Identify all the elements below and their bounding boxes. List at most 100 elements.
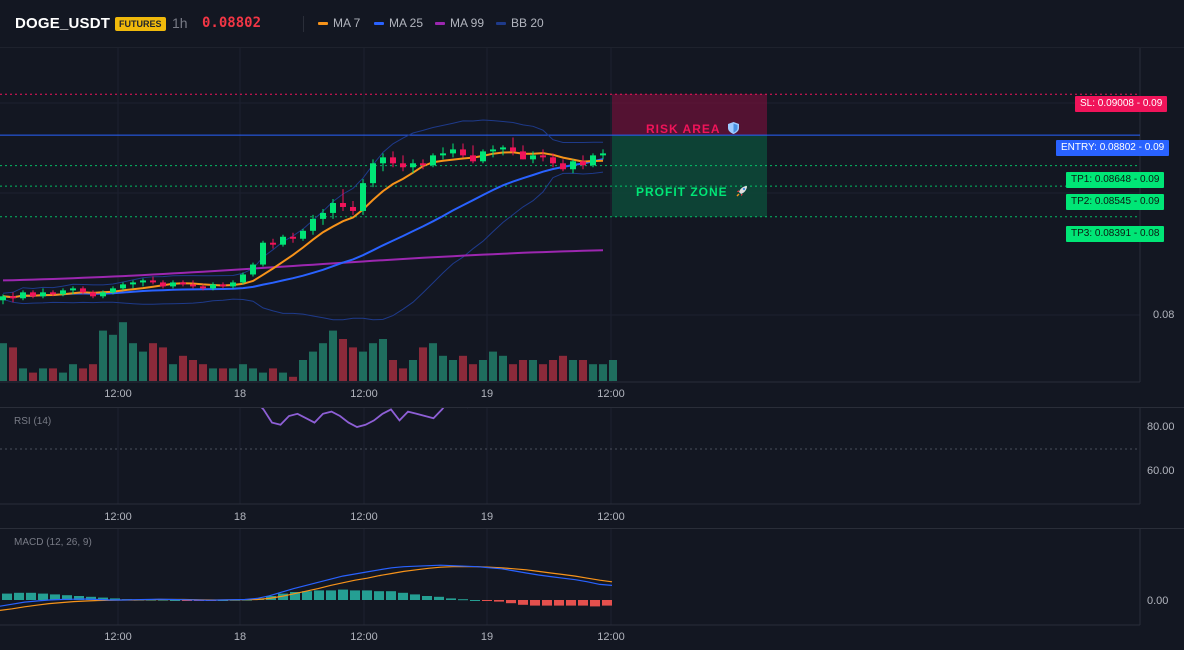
macd-hist-bar (338, 589, 348, 600)
legend-ma25[interactable]: MA 25 (374, 16, 423, 30)
macd-panel[interactable]: MACD (12, 26, 9) 0.00 12:00 18 12:00 19 … (0, 528, 1184, 650)
macd-hist-bar (590, 600, 600, 607)
macd-hist-bar (494, 600, 504, 602)
bb20-swatch (496, 21, 506, 25)
volume-bar (399, 368, 407, 381)
volume-bar (519, 360, 527, 381)
volume-bar (259, 372, 267, 381)
profit-zone-label: PROFIT ZONE (636, 185, 748, 199)
candle-body (310, 218, 316, 231)
symbol-title[interactable]: DOGE_USDT (15, 15, 111, 32)
candle-body (250, 264, 256, 275)
macd-hist-bar (2, 593, 12, 600)
candle-body (240, 274, 246, 283)
ma99-line (2, 249, 604, 282)
macd-hist-bar (302, 591, 312, 600)
price-panel[interactable]: RISK AREA PROFIT ZONE SL: 0.09008 - 0.09… (0, 48, 1184, 406)
rsi-panel[interactable]: RSI (14) 80.00 60.00 12:00 18 12:00 19 1… (0, 407, 1184, 528)
volume-bar (29, 372, 37, 381)
macd-hist-bar (374, 591, 384, 600)
rocket-icon (736, 186, 748, 197)
volume-bar (419, 347, 427, 381)
volume-bar (449, 360, 457, 381)
candle-body (520, 151, 526, 160)
volume-bar (469, 364, 477, 381)
price-axis-tick: 0.08 (1153, 309, 1175, 321)
volume-bar (249, 368, 257, 381)
volume-bar (609, 360, 617, 381)
macd-hist-bar (362, 590, 372, 600)
macd-chart-canvas[interactable] (0, 529, 1184, 650)
volume-bar (479, 360, 487, 381)
volume-bar (79, 368, 87, 381)
candle-body (590, 155, 596, 166)
candle-body (350, 206, 356, 211)
macd-hist-bar (434, 596, 444, 600)
candle-body (330, 203, 336, 213)
timeframe-selector[interactable]: 1h (172, 15, 188, 31)
macd-hist-bar (62, 595, 72, 600)
candle-body (320, 212, 326, 219)
last-price: 0.08802 (202, 15, 262, 31)
macd-hist-bar (410, 594, 420, 600)
time-tick: 12:00 (104, 511, 132, 523)
volume-bar (369, 343, 377, 381)
candle-body (190, 284, 196, 287)
candle-body (420, 163, 426, 166)
volume-bar (59, 372, 67, 381)
macd-hist-bar (446, 598, 456, 600)
rsi-chart-canvas[interactable] (0, 408, 1184, 528)
time-tick: 12:00 (350, 388, 378, 400)
macd-hist-bar (458, 599, 468, 601)
candle-body (360, 183, 366, 211)
candle-body (500, 147, 506, 150)
macd-hist-bar (158, 599, 168, 601)
time-tick: 18 (233, 511, 247, 523)
time-tick: 12:00 (597, 631, 625, 643)
macd-title: MACD (12, 26, 9) (14, 537, 92, 548)
candle-body (510, 147, 516, 152)
volume-bar (579, 360, 587, 381)
candle-body (550, 157, 556, 164)
time-tick: 12:00 (350, 631, 378, 643)
candle-body (450, 149, 456, 154)
volume-bar (529, 360, 537, 381)
macd-hist-bar (86, 596, 96, 600)
candle-body (20, 292, 26, 299)
volume-bar (99, 330, 107, 381)
profit-zone (612, 135, 767, 217)
legend-ma99[interactable]: MA 99 (435, 16, 484, 30)
volume-bar (279, 372, 287, 381)
macd-hist-bar (578, 600, 588, 606)
macd-hist-bar (602, 600, 612, 606)
legend-ma7[interactable]: MA 7 (318, 16, 360, 30)
tp3-axis-value: 0.08 (1139, 228, 1160, 239)
candle-body (60, 290, 66, 295)
sl-axis-value: 0.09 (1142, 98, 1163, 109)
bb20-label: BB 20 (511, 16, 544, 30)
time-tick: 12:00 (350, 511, 378, 523)
tp1-price-tag: TP1: 0.08648 - 0.09 (1066, 172, 1165, 188)
candle-body (560, 163, 566, 170)
volume-bar (289, 376, 297, 381)
volume-bar (19, 368, 27, 381)
volume-bar (129, 343, 137, 381)
macd-hist-bar (182, 600, 192, 601)
macd-line (0, 564, 613, 607)
macd-hist-bar (290, 592, 300, 600)
candle-body (390, 157, 396, 164)
tp3-label: TP3: 0.08391 (1071, 228, 1132, 239)
ma25-swatch (374, 21, 384, 25)
macd-hist-bar (506, 600, 516, 604)
legend-bb20[interactable]: BB 20 (496, 16, 544, 30)
macd-hist-bar (26, 592, 36, 600)
candle-body (580, 161, 586, 166)
ma25-label: MA 25 (389, 16, 424, 30)
ma7-label: MA 7 (333, 16, 361, 30)
volume-bar (319, 343, 327, 381)
rsi-tick-60: 60.00 (1147, 465, 1175, 477)
risk-area-zone (612, 94, 767, 136)
tp2-price-tag: TP2: 0.08545 - 0.09 (1066, 194, 1165, 210)
tp1-label: TP1: 0.08648 (1071, 174, 1132, 185)
price-chart-canvas[interactable] (0, 48, 1184, 406)
